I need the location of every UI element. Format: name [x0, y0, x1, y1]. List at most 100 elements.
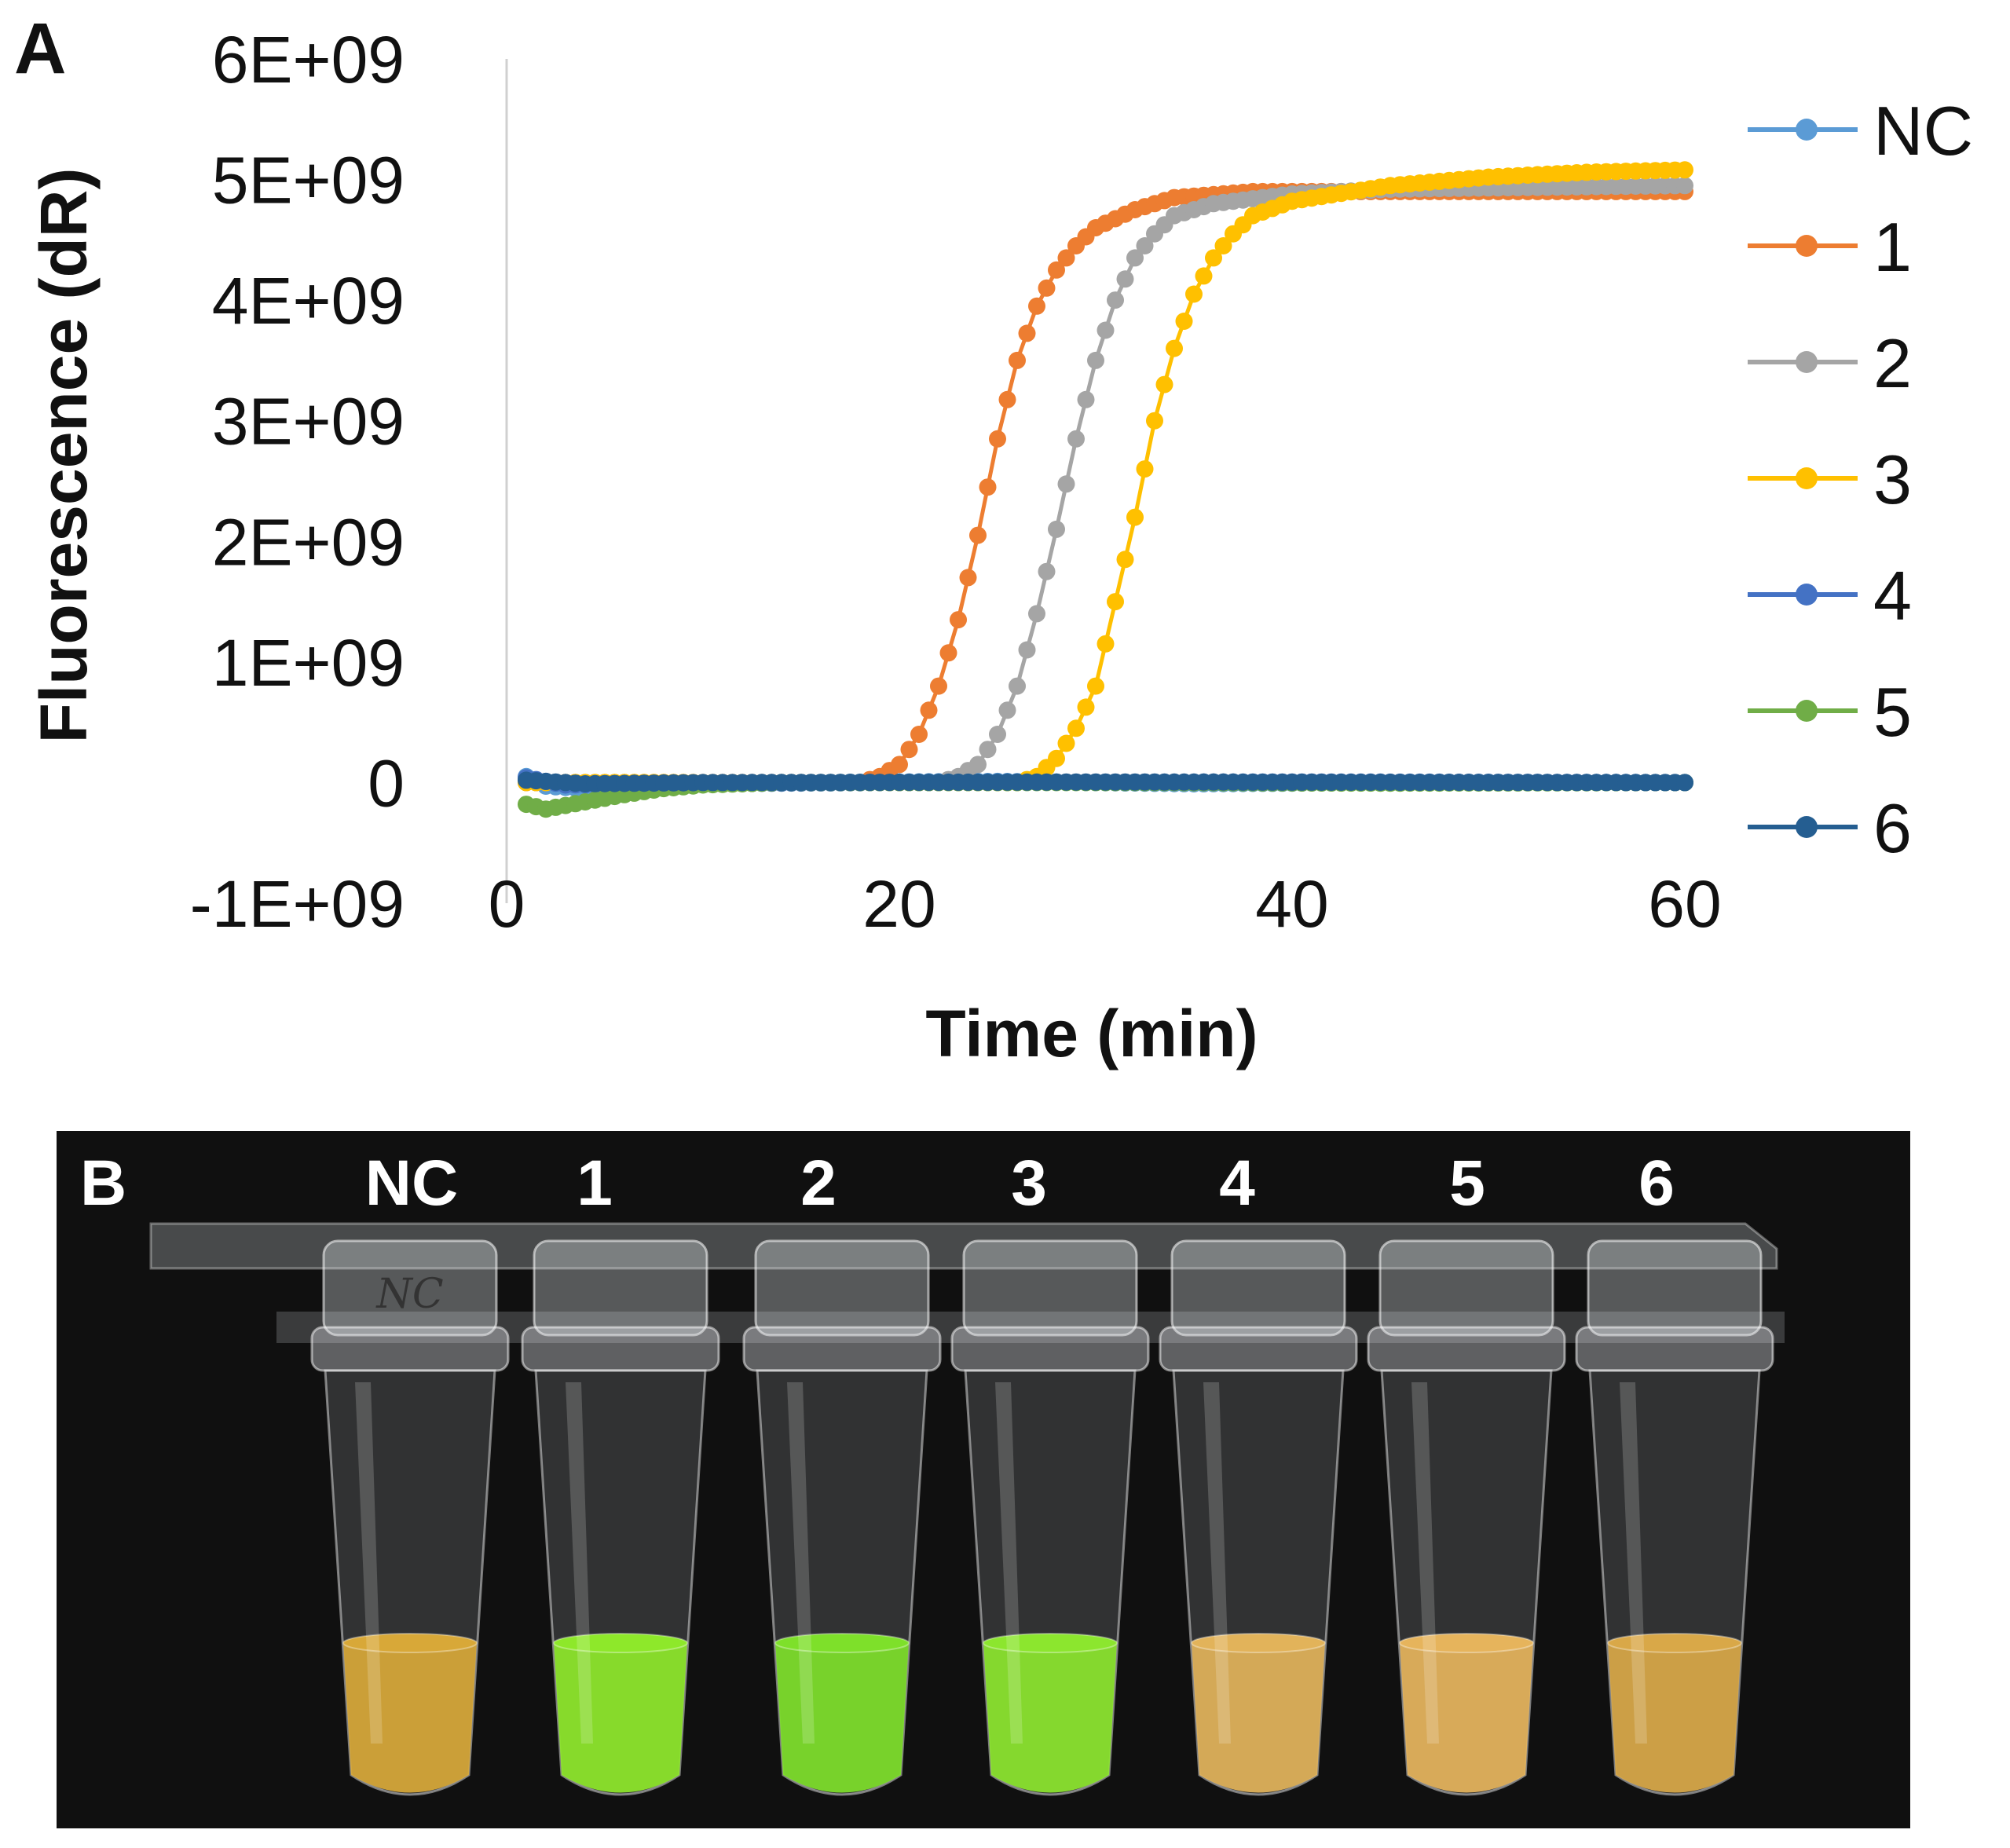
- tube-label: 2: [800, 1147, 837, 1219]
- tube-cap: [754, 1239, 930, 1337]
- data-point: [1214, 237, 1232, 254]
- tube-cap: [962, 1239, 1138, 1337]
- data-point: [1136, 460, 1154, 478]
- data-point: [1038, 279, 1056, 297]
- liquid-meniscus: [1399, 1633, 1534, 1653]
- data-point: [1097, 321, 1115, 339]
- tube-label: 6: [1638, 1147, 1675, 1219]
- data-point: [1097, 635, 1115, 653]
- tube-rim: [1159, 1326, 1358, 1372]
- tube-handwriting: NC: [375, 1271, 443, 1318]
- tube-highlight: [566, 1382, 593, 1744]
- series-6: [518, 771, 1693, 792]
- data-point: [1048, 520, 1065, 538]
- data-point: [989, 726, 1006, 743]
- data-point: [1018, 324, 1036, 342]
- tube-label: 1: [577, 1147, 613, 1219]
- data-point: [1028, 297, 1045, 315]
- tube-label: 3: [1011, 1147, 1047, 1219]
- y-tick-label: 3E+09: [212, 385, 405, 459]
- tube-liquid: [554, 1641, 687, 1793]
- tube-highlight: [787, 1382, 815, 1744]
- series-2: [518, 177, 1693, 792]
- tube-strip-photo: B NC 1 2 3 4 5 6 NC: [57, 1131, 1910, 1828]
- series-line: [526, 167, 1686, 785]
- data-point: [1676, 177, 1693, 195]
- legend-swatch-marker: [1796, 467, 1818, 489]
- data-point: [1087, 351, 1104, 369]
- tube-strip: NC: [149, 1222, 1785, 1796]
- tube-label: 4: [1219, 1147, 1255, 1219]
- tube-rim: [310, 1326, 510, 1372]
- strip-rail: [149, 1222, 1778, 1270]
- data-point: [1116, 270, 1134, 288]
- data-point: [1009, 351, 1026, 369]
- legend-entry: 1: [1748, 208, 1912, 286]
- tube-rim: [742, 1326, 942, 1372]
- data-point: [1126, 249, 1144, 267]
- series-line: [526, 189, 1685, 785]
- data-point: [1018, 641, 1036, 659]
- data-point: [979, 741, 997, 759]
- data-point: [1107, 593, 1124, 611]
- legend-entry: 4: [1748, 557, 1912, 635]
- data-point: [1126, 508, 1144, 526]
- x-tick-label: 60: [1648, 867, 1721, 941]
- data-point: [969, 526, 987, 544]
- y-tick-label: 0: [368, 746, 405, 820]
- data-point: [1057, 734, 1075, 752]
- legend-entry: NC: [1748, 92, 1973, 170]
- legend-label: 1: [1873, 208, 1912, 286]
- data-point: [1136, 237, 1154, 254]
- chart-axes: 6E+09 5E+09 4E+09 3E+09 2E+09 1E+09 0 -1E+09 0 20…: [190, 23, 1722, 941]
- tube-cap: [1170, 1239, 1346, 1337]
- legend-entry: 5: [1748, 673, 1912, 751]
- liquid-meniscus: [553, 1633, 688, 1653]
- y-tick-label: 4E+09: [212, 264, 405, 338]
- data-point: [1077, 698, 1095, 716]
- tube-liquid: [775, 1641, 909, 1793]
- tube-liquid: [1608, 1641, 1741, 1793]
- legend-entry: 2: [1748, 324, 1912, 402]
- data-point: [1185, 285, 1203, 303]
- data-point: [1009, 677, 1026, 695]
- tube: [521, 1239, 720, 1796]
- legend-label: 5: [1873, 673, 1912, 751]
- data-point: [1057, 249, 1075, 267]
- tube: [742, 1239, 942, 1796]
- data-point: [1676, 161, 1693, 179]
- data-point: [998, 701, 1016, 719]
- legend-entry: 6: [1748, 789, 1912, 867]
- series-3: [518, 161, 1693, 792]
- data-point: [920, 701, 938, 719]
- legend-swatch-marker: [1796, 351, 1818, 373]
- tube: [1575, 1239, 1774, 1796]
- tube: [1367, 1239, 1566, 1796]
- data-point: [989, 430, 1006, 448]
- tube: [310, 1239, 510, 1796]
- tube-label: 5: [1449, 1147, 1485, 1219]
- data-point: [939, 644, 957, 662]
- tube-highlight: [1411, 1382, 1439, 1744]
- tube-highlight: [355, 1382, 383, 1744]
- legend-swatch-marker: [1796, 235, 1818, 257]
- x-tick-label: 40: [1255, 867, 1328, 941]
- legend-swatch-marker: [1796, 119, 1818, 141]
- tube-liquid: [1400, 1641, 1533, 1793]
- y-tick-label: 6E+09: [212, 23, 405, 97]
- data-point: [1146, 412, 1163, 430]
- legend-label: 2: [1873, 324, 1912, 402]
- tube-highlight: [1620, 1382, 1647, 1744]
- legend-swatch-marker: [1796, 816, 1818, 838]
- data-point: [969, 756, 987, 774]
- tube-highlight: [1203, 1382, 1231, 1744]
- y-tick-label: 5E+09: [212, 144, 405, 218]
- data-point: [998, 390, 1016, 408]
- data-point: [1116, 551, 1134, 569]
- tube: [950, 1239, 1150, 1796]
- liquid-meniscus: [342, 1633, 478, 1653]
- x-tick-label: 0: [489, 867, 525, 941]
- legend-swatch-marker: [1796, 700, 1818, 722]
- data-point: [1048, 261, 1065, 279]
- liquid-meniscus: [1607, 1633, 1742, 1653]
